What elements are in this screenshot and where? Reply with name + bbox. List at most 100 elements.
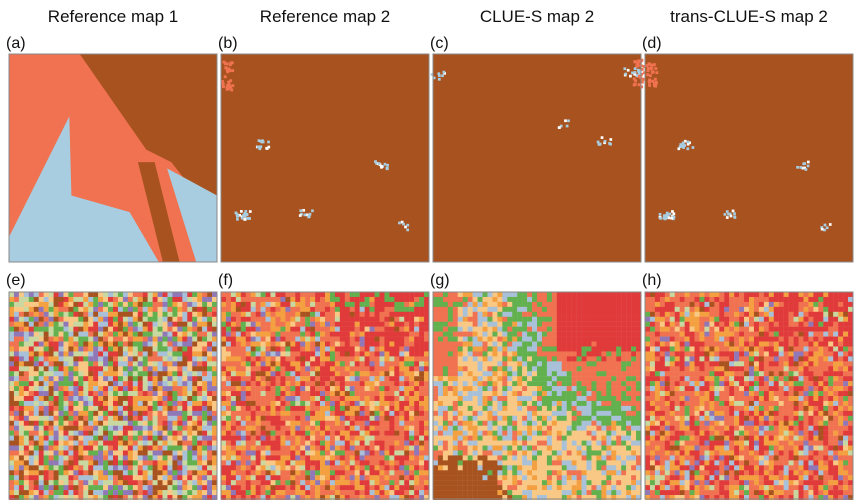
- map-cell: [492, 480, 498, 486]
- map-cell: [532, 292, 538, 298]
- map-cell: [290, 301, 296, 308]
- map-cell: [482, 490, 488, 496]
- map-cell: [58, 490, 64, 496]
- map-cell: [78, 371, 84, 377]
- map-cell: [157, 361, 163, 367]
- map-cell: [172, 440, 178, 446]
- map-cell: [13, 480, 20, 486]
- map-cell: [507, 425, 513, 431]
- map-cell: [9, 440, 15, 446]
- map-cell: [18, 371, 25, 377]
- map-cell: [225, 435, 232, 441]
- map-cell: [9, 306, 15, 313]
- map-cell: [384, 450, 390, 456]
- map-cell: [182, 396, 188, 402]
- map-cell: [300, 475, 306, 481]
- map-cell: [344, 321, 350, 327]
- map-cell: [437, 405, 444, 412]
- map-cell: [18, 341, 25, 347]
- map-cell: [305, 311, 311, 317]
- map-cell: [13, 371, 20, 377]
- map-cell: [245, 371, 251, 377]
- map-cell: [245, 405, 251, 412]
- map-cell: [43, 386, 49, 392]
- map-cell: [187, 331, 193, 337]
- map-cell: [182, 490, 188, 496]
- map-cell: [43, 435, 49, 441]
- map-cell: [142, 292, 148, 298]
- map-cell: [127, 485, 134, 491]
- map-cell: [177, 301, 183, 308]
- map-cell: [374, 376, 380, 382]
- map-cell: [394, 321, 400, 327]
- map-cell: [409, 425, 415, 431]
- map-cell: [98, 480, 104, 486]
- map-cell: [18, 445, 25, 451]
- map-cell: [221, 361, 227, 367]
- map-cell: [374, 296, 380, 303]
- map-cell: [561, 306, 567, 313]
- map-cell: [295, 410, 301, 417]
- map-cell: [447, 460, 454, 466]
- map-cell: [83, 296, 89, 303]
- map-cell: [541, 485, 548, 491]
- map-cell: [207, 326, 213, 332]
- map-cell: [250, 391, 256, 397]
- map-cell: [414, 311, 420, 317]
- map-cell: [546, 465, 553, 471]
- map-cell: [13, 415, 20, 421]
- map-cell: [48, 306, 54, 313]
- map-cell: [250, 351, 256, 357]
- map-cell: [127, 366, 134, 372]
- map-cell: [487, 470, 493, 476]
- map-cell: [507, 465, 513, 471]
- map-cell: [556, 356, 562, 362]
- map-cell: [556, 435, 562, 441]
- map-cell: [137, 450, 143, 456]
- map-cell: [551, 371, 558, 377]
- map-cell: [325, 420, 331, 426]
- map-cell: [414, 425, 420, 431]
- map-cell: [507, 396, 513, 402]
- speck: [801, 166, 805, 170]
- map-cell: [18, 480, 25, 486]
- map-cell: [68, 376, 74, 382]
- map-cell: [275, 470, 281, 476]
- map-cell: [527, 485, 533, 491]
- map-cell: [354, 326, 360, 332]
- map-cell: [167, 495, 173, 500]
- map-cell: [167, 410, 173, 417]
- map-cell: [507, 331, 513, 337]
- map-cell: [83, 495, 89, 500]
- map-cell: [566, 321, 572, 327]
- map-cell: [305, 386, 311, 392]
- speck: [608, 142, 611, 145]
- map-cell: [285, 410, 291, 417]
- map-cell: [354, 366, 360, 372]
- map-cell: [33, 435, 39, 441]
- map-cell: [546, 301, 553, 308]
- map-cell: [364, 381, 370, 387]
- map-cell: [329, 371, 336, 377]
- map-cell: [9, 430, 15, 436]
- map-cell: [202, 321, 208, 327]
- map-cell: [537, 376, 543, 382]
- map-cell: [207, 495, 213, 500]
- map-cell: [167, 321, 173, 327]
- map-cell: [472, 425, 478, 431]
- map-cell: [83, 306, 89, 313]
- speck: [227, 82, 231, 86]
- map-cell: [157, 440, 163, 446]
- map-cell: [364, 386, 370, 392]
- map-cell: [132, 435, 138, 441]
- map-cell: [240, 470, 246, 476]
- map-cell: [532, 306, 538, 313]
- map-cell: [93, 430, 99, 436]
- map-cell: [152, 371, 158, 377]
- map-cell: [527, 396, 533, 402]
- map-cell: [207, 405, 213, 412]
- map-cell: [295, 490, 301, 496]
- map-cell: [315, 455, 321, 461]
- map-cell: [409, 361, 415, 367]
- map-cell: [23, 410, 30, 417]
